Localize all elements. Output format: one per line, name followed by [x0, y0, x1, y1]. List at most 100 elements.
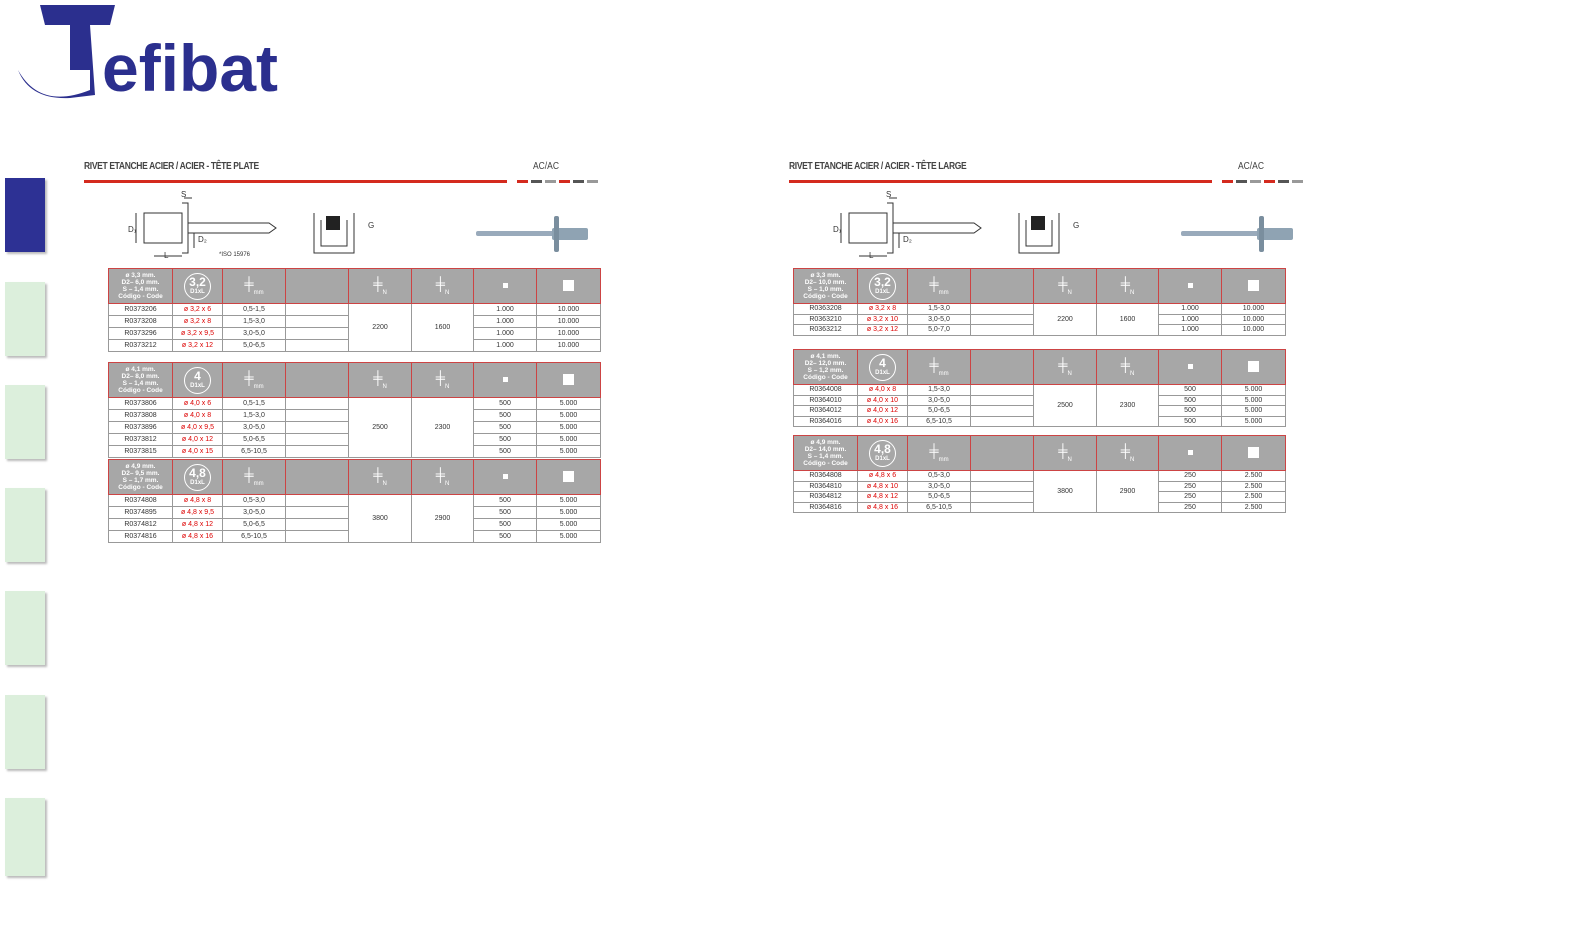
- badge-cell: 4,8 D1xL: [172, 459, 223, 495]
- spec-line: S – 1,0 mm.: [807, 286, 844, 293]
- empty-header: [970, 435, 1034, 471]
- grip-cell: 5,0-6,5: [222, 518, 286, 531]
- empty-cell: [285, 409, 349, 422]
- unit: N: [444, 290, 450, 296]
- size-cell: ø 4,0 x 12: [172, 433, 223, 446]
- box-cell: 500: [1158, 384, 1222, 396]
- box-icon: [502, 376, 508, 382]
- shear-cell: 2500: [348, 397, 412, 458]
- code-cell: R0373212: [108, 339, 173, 352]
- size-cell: ø 4,0 x 8: [172, 409, 223, 422]
- unit: N: [1129, 457, 1135, 463]
- spec-line: S – 1,4 mm.: [122, 380, 159, 387]
- grip-cell: 5,0-6,5: [222, 433, 286, 446]
- carton-cell: 5.000: [536, 445, 601, 458]
- badge-cell: 4 D1xL: [857, 349, 908, 385]
- sidebar-tab-active[interactable]: [5, 178, 45, 252]
- carton-cell: 2.500: [1221, 501, 1286, 513]
- panel-title: RIVET ETANCHE ACIER / ACIER - TÊTE PLATE: [84, 161, 259, 172]
- empty-cell: [285, 303, 349, 316]
- size-cell: ø 3,2 x 10: [857, 313, 908, 325]
- label-l: L: [164, 251, 169, 260]
- empty-cell: [970, 491, 1034, 503]
- spec-cell: ø 4,1 mm. D2– 8,0 mm. S – 1,4 mm. Código - …: [108, 362, 173, 398]
- badge-size: 4: [879, 355, 886, 370]
- sidebar-tab[interactable]: [5, 385, 45, 459]
- grip-cell: 0,5-3,0: [907, 470, 971, 482]
- shear-header: ╪N: [1033, 349, 1097, 385]
- label-s: S: [181, 190, 186, 199]
- unit: N: [382, 384, 387, 390]
- label-g: G: [368, 221, 374, 230]
- iso-note: *ISO 15976: [219, 252, 251, 258]
- spec-line: D2– 12,0 mm.: [804, 360, 847, 367]
- box-cell: 500: [473, 397, 537, 410]
- shear-header: ╪N: [348, 459, 412, 495]
- grip-header: ╪mm: [907, 349, 971, 385]
- table-row: R0374895 ø 4,8 x 9,5 3,0-5,0 500 5.000: [108, 506, 601, 519]
- code-cell: R0373208: [108, 315, 173, 328]
- diagram-line: [1025, 220, 1053, 247]
- logo-text: efibat: [102, 31, 278, 105]
- diagram-line: [320, 220, 348, 247]
- rivet-photo-mandrel: [476, 231, 556, 236]
- empty-cell: [285, 339, 349, 352]
- shear-cell: 2500: [1033, 384, 1097, 427]
- size-badge: 3,2 D1xL: [184, 272, 211, 300]
- table-row: R0373212 ø 3,2 x 12 5,0-6,5 1.000 10.000: [108, 339, 601, 352]
- carton-cell: 5.000: [536, 397, 601, 410]
- table-header: ø 4,1 mm. D2– 8,0 mm. S – 1,4 mm. Código - …: [108, 362, 601, 398]
- box-icon: [1187, 449, 1193, 455]
- code-cell: R0364010: [793, 394, 858, 406]
- title-rule: [789, 180, 1212, 183]
- badge-cell: 4,8 D1xL: [857, 435, 908, 471]
- size-cell: ø 3,2 x 9,5: [172, 327, 223, 340]
- badge-size: 4,8: [189, 465, 206, 480]
- icon: ╪: [929, 443, 939, 458]
- icon: ╪: [435, 276, 445, 291]
- carton-icon: [563, 279, 574, 291]
- code-cell: R0373815: [108, 445, 173, 458]
- code-cell: R0373206: [108, 303, 173, 316]
- grip-cell: 3,0-5,0: [907, 313, 971, 325]
- shear-header: ╪N: [1033, 435, 1097, 471]
- carton-icon: [1248, 279, 1259, 291]
- code-cell: R0373808: [108, 409, 173, 422]
- grip-cell: 5,0-6,5: [907, 491, 971, 503]
- empty-cell: [970, 384, 1034, 396]
- code-cell: R0374808: [108, 494, 173, 507]
- box-cell: 1.000: [473, 315, 537, 328]
- box-cell: 250: [1158, 491, 1222, 503]
- sidebar-tab[interactable]: [5, 798, 45, 876]
- box-cell: 500: [473, 409, 537, 422]
- sidebar-tab[interactable]: [5, 591, 45, 665]
- sidebar-tab[interactable]: [5, 488, 45, 562]
- carton-cell: 5.000: [1221, 394, 1286, 406]
- table-row: R0373808 ø 4,0 x 8 1,5-3,0 500 5.000: [108, 409, 601, 422]
- icon: ╪: [244, 467, 254, 482]
- diagram-line: [143, 212, 183, 244]
- sidebar-tab[interactable]: [5, 282, 45, 356]
- spec-cell: ø 3,3 mm. D2– 10,0 mm. S – 1,0 mm. Código -…: [793, 268, 858, 304]
- spec-line: Código - Code: [118, 484, 163, 491]
- box-cell: 1.000: [473, 327, 537, 340]
- shear-cell: 3800: [1033, 470, 1097, 513]
- rivet-photo-body: [1257, 228, 1293, 240]
- box-cell: 500: [1158, 415, 1222, 427]
- tensile-cell: 2300: [1096, 384, 1159, 427]
- icon: ╪: [244, 276, 254, 291]
- badge-label: D1xL: [875, 288, 890, 295]
- badge-size: 3,2: [874, 274, 891, 289]
- table-row: R0364808 ø 4,8 x 6 0,5-3,0 3800 2900 250 2.500: [793, 470, 1286, 513]
- carton-icon: [563, 373, 574, 385]
- spec-cell: ø 4,9 mm. D2– 9,5 mm. S – 1,7 mm. Código - …: [108, 459, 173, 495]
- empty-cell: [970, 501, 1034, 513]
- sidebar-tab[interactable]: [5, 695, 45, 769]
- badge-label: D1xL: [875, 369, 890, 376]
- grip-cell: 1,5-3,0: [222, 409, 286, 422]
- tensile-cell: 1600: [1096, 303, 1159, 336]
- empty-cell: [285, 518, 349, 531]
- title-dash: [545, 180, 556, 183]
- empty-header: [970, 349, 1034, 385]
